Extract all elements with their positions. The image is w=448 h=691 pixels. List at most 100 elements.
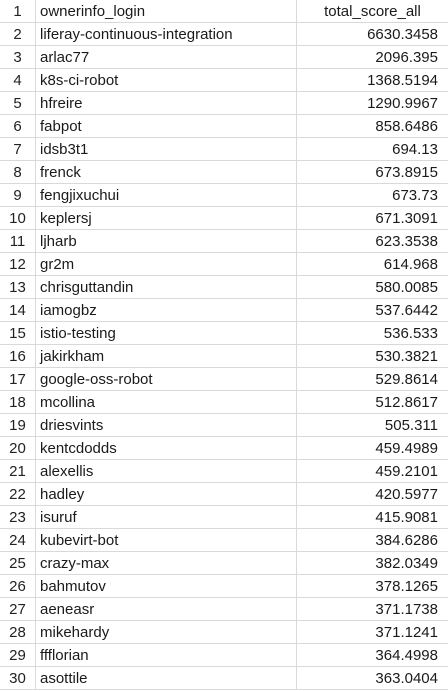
score-cell[interactable]: 580.0085	[375, 279, 438, 296]
row-number[interactable]: 1	[0, 0, 36, 22]
score-cell[interactable]: 2096.395	[375, 49, 438, 66]
row-number[interactable]: 29	[0, 644, 36, 666]
row-number[interactable]: 22	[0, 483, 36, 505]
row-number[interactable]: 3	[0, 46, 36, 68]
score-cell[interactable]: 505.311	[384, 417, 438, 434]
table-row: 28 mikehardy 371.1241	[0, 621, 448, 644]
row-number[interactable]: 25	[0, 552, 36, 574]
score-cell[interactable]: 858.6486	[375, 118, 438, 135]
login-cell[interactable]: alexellis	[36, 460, 297, 482]
row-number[interactable]: 18	[0, 391, 36, 413]
score-cell[interactable]: 371.1738	[375, 601, 438, 618]
score-cell[interactable]: 673.73	[392, 187, 438, 204]
column-header-score[interactable]: total_score_all	[324, 3, 421, 20]
row-number[interactable]: 2	[0, 23, 36, 45]
login-cell[interactable]: k8s-ci-robot	[36, 69, 297, 91]
row-number[interactable]: 16	[0, 345, 36, 367]
row-number[interactable]: 26	[0, 575, 36, 597]
row-number[interactable]: 4	[0, 69, 36, 91]
row-number[interactable]: 23	[0, 506, 36, 528]
login-cell[interactable]: liferay-continuous-integration	[36, 23, 297, 45]
score-cell[interactable]: 6630.3458	[367, 26, 438, 43]
login-cell[interactable]: jakirkham	[36, 345, 297, 367]
row-number[interactable]: 17	[0, 368, 36, 390]
login-cell[interactable]: mikehardy	[36, 621, 297, 643]
row-number[interactable]: 10	[0, 207, 36, 229]
row-number[interactable]: 6	[0, 115, 36, 137]
row-number[interactable]: 24	[0, 529, 36, 551]
score-cell[interactable]: 371.1241	[375, 624, 438, 641]
table-row: 24 kubevirt-bot 384.6286	[0, 529, 448, 552]
score-cell[interactable]: 671.3091	[375, 210, 438, 227]
login-cell[interactable]: fengjixuchui	[36, 184, 297, 206]
row-number[interactable]: 19	[0, 414, 36, 436]
score-cell[interactable]: 378.1265	[375, 578, 438, 595]
login-cell[interactable]: crazy-max	[36, 552, 297, 574]
score-cell[interactable]: 512.8617	[375, 394, 438, 411]
table-row: 26 bahmutov 378.1265	[0, 575, 448, 598]
login-cell[interactable]: mcollina	[36, 391, 297, 413]
score-cell[interactable]: 415.9081	[375, 509, 438, 526]
score-cell[interactable]: 673.8915	[375, 164, 438, 181]
score-cell[interactable]: 420.5977	[375, 486, 438, 503]
score-cell[interactable]: 1290.9967	[367, 95, 438, 112]
login-cell[interactable]: chrisguttandin	[36, 276, 297, 298]
row-number[interactable]: 9	[0, 184, 36, 206]
row-number[interactable]: 27	[0, 598, 36, 620]
row-number[interactable]: 12	[0, 253, 36, 275]
row-number[interactable]: 15	[0, 322, 36, 344]
score-cell[interactable]: 529.8614	[375, 371, 438, 388]
score-cell[interactable]: 623.3538	[375, 233, 438, 250]
score-cell[interactable]: 536.533	[383, 325, 438, 342]
score-cell[interactable]: 459.4989	[375, 440, 438, 457]
login-cell[interactable]: istio-testing	[36, 322, 297, 344]
login-cell[interactable]: kentcdodds	[36, 437, 297, 459]
row-number[interactable]: 11	[0, 230, 36, 252]
table-row: 7 idsb3t1 694.13	[0, 138, 448, 161]
login-cell[interactable]: keplersj	[36, 207, 297, 229]
login-cell[interactable]: ffflorian	[36, 644, 297, 666]
login-cell[interactable]: iamogbz	[36, 299, 297, 321]
login-cell[interactable]: driesvints	[36, 414, 297, 436]
login-cell[interactable]: ljharb	[36, 230, 297, 252]
login-cell[interactable]: idsb3t1	[36, 138, 297, 160]
column-header-login[interactable]: ownerinfo_login	[36, 0, 297, 22]
login-cell[interactable]: arlac77	[36, 46, 297, 68]
score-cell[interactable]: 364.4998	[375, 647, 438, 664]
row-number[interactable]: 5	[0, 92, 36, 114]
score-cell[interactable]: 530.3821	[375, 348, 438, 365]
row-number[interactable]: 28	[0, 621, 36, 643]
login-cell[interactable]: kubevirt-bot	[36, 529, 297, 551]
login-cell[interactable]: google-oss-robot	[36, 368, 297, 390]
table-row: 27 aeneasr 371.1738	[0, 598, 448, 621]
score-cell[interactable]: 382.0349	[375, 555, 438, 572]
login-cell[interactable]: asottile	[36, 667, 297, 689]
table-row: 25 crazy-max 382.0349	[0, 552, 448, 575]
row-number[interactable]: 13	[0, 276, 36, 298]
score-cell[interactable]: 459.2101	[375, 463, 438, 480]
row-number[interactable]: 21	[0, 460, 36, 482]
score-cell[interactable]: 614.968	[383, 256, 438, 273]
row-number[interactable]: 7	[0, 138, 36, 160]
table-row: 6 fabpot 858.6486	[0, 115, 448, 138]
login-cell[interactable]: hfreire	[36, 92, 297, 114]
table-row: 8 frenck 673.8915	[0, 161, 448, 184]
login-cell[interactable]: fabpot	[36, 115, 297, 137]
login-cell[interactable]: aeneasr	[36, 598, 297, 620]
row-number[interactable]: 14	[0, 299, 36, 321]
score-cell[interactable]: 363.0404	[375, 670, 438, 687]
login-cell[interactable]: gr2m	[36, 253, 297, 275]
row-number[interactable]: 30	[0, 667, 36, 689]
score-cell[interactable]: 1368.5194	[367, 72, 438, 89]
row-number[interactable]: 8	[0, 161, 36, 183]
score-cell[interactable]: 537.6442	[375, 302, 438, 319]
score-cell[interactable]: 384.6286	[375, 532, 438, 549]
row-number[interactable]: 20	[0, 437, 36, 459]
login-cell[interactable]: bahmutov	[36, 575, 297, 597]
login-cell[interactable]: isuruf	[36, 506, 297, 528]
login-cell[interactable]: frenck	[36, 161, 297, 183]
login-cell[interactable]: hadley	[36, 483, 297, 505]
table-row: 2 liferay-continuous-integration 6630.3458	[0, 23, 448, 46]
table-row: 21 alexellis 459.2101	[0, 460, 448, 483]
score-cell[interactable]: 694.13	[392, 141, 438, 158]
